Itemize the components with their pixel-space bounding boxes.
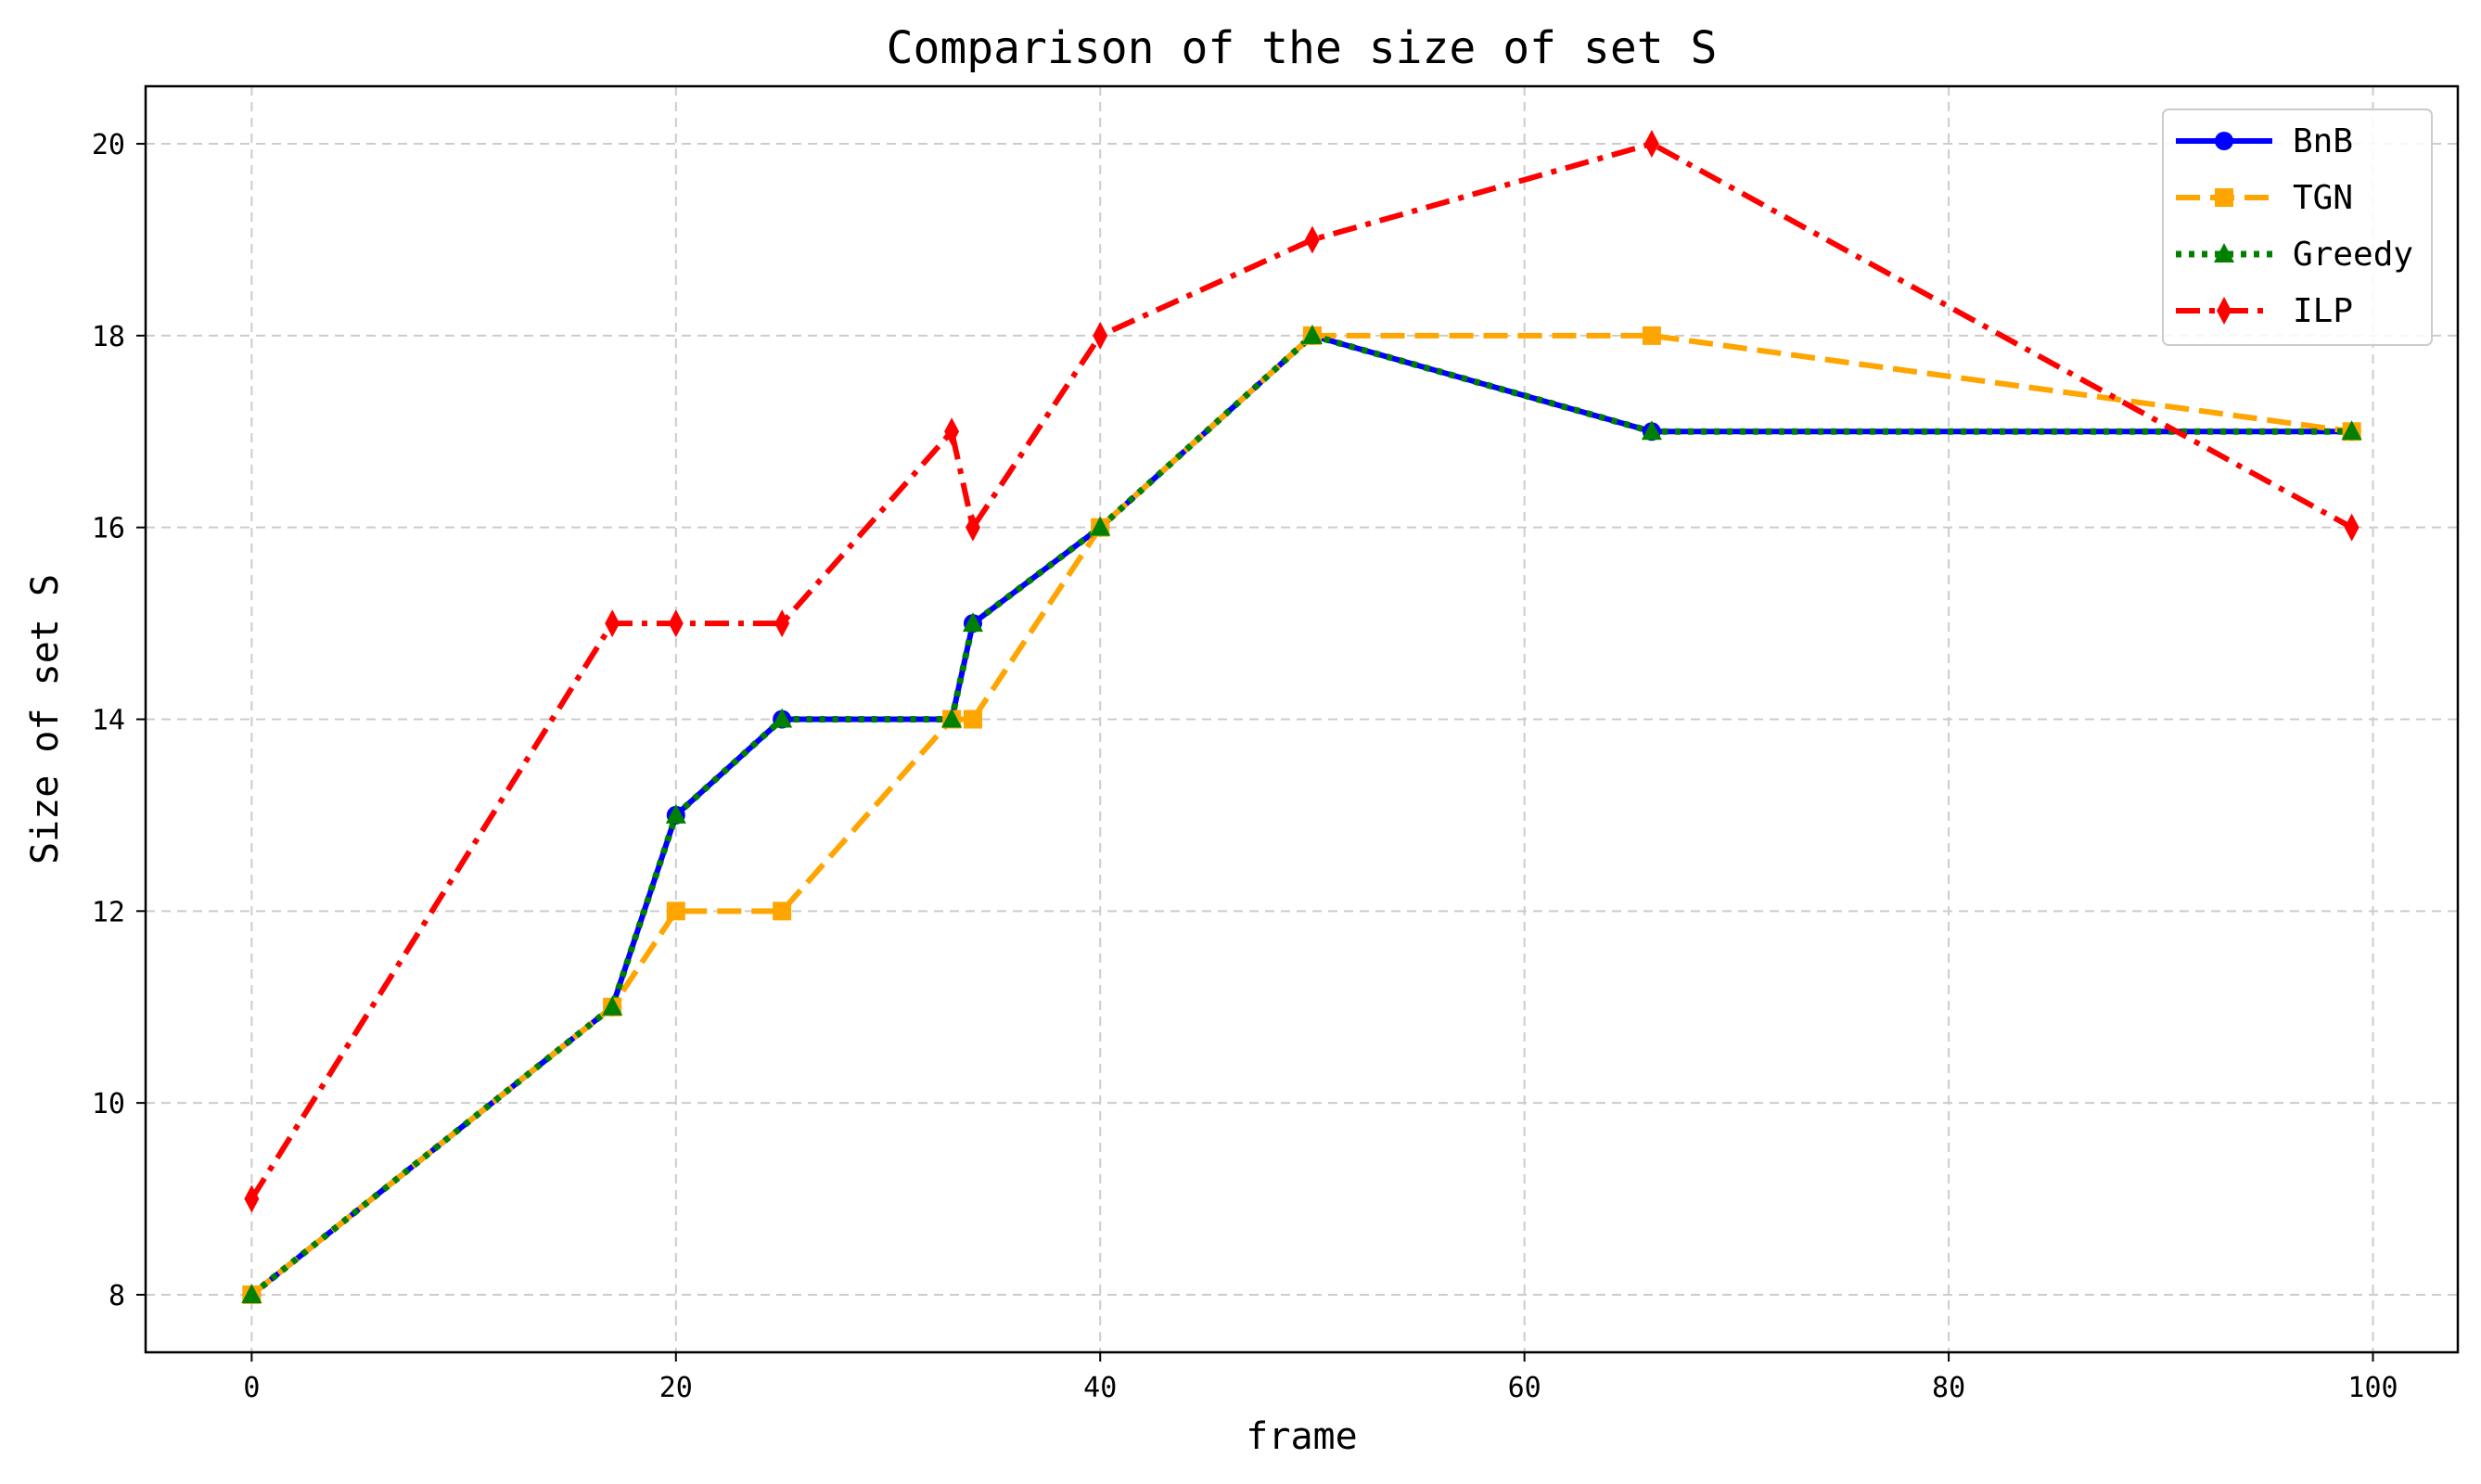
data-point-tgn <box>773 902 792 921</box>
data-point-tgn <box>666 902 685 921</box>
data-point-greedy <box>602 995 623 1016</box>
legend-marker-greedy <box>2214 243 2234 262</box>
legend-marker-bnb <box>2215 132 2233 150</box>
data-point-tgn <box>963 710 982 729</box>
legend-box <box>2162 109 2433 346</box>
x-tick-label: 20 <box>659 1372 693 1404</box>
legend-marker-ilp <box>2217 297 2232 325</box>
x-tick-label: 100 <box>2347 1372 2398 1404</box>
data-point-greedy <box>962 612 983 633</box>
data-point-ilp <box>605 609 620 638</box>
y-axis-label: Size of set S <box>24 574 67 864</box>
data-point-ilp <box>668 609 684 638</box>
x-tick-label: 60 <box>1508 1372 1541 1404</box>
chart-title: Comparison of the size of set S <box>887 22 1718 74</box>
data-point-ilp <box>1093 321 1108 350</box>
y-tick-label: 8 <box>109 1280 125 1312</box>
series-line-ilp <box>249 141 2354 1201</box>
data-point-greedy <box>241 1283 262 1303</box>
legend-label-bnb: BnB <box>2293 122 2353 160</box>
x-tick-label: 80 <box>1932 1372 1965 1404</box>
data-point-greedy <box>2341 420 2362 441</box>
data-point-greedy <box>665 803 686 824</box>
data-point-greedy <box>1641 420 1662 441</box>
y-tick-label: 18 <box>92 321 125 353</box>
data-point-ilp <box>965 513 980 542</box>
legend-label-greedy: Greedy <box>2293 236 2413 274</box>
data-point-ilp <box>944 417 960 446</box>
x-tick-label: 0 <box>243 1372 260 1404</box>
legend-marker-tgn <box>2215 188 2233 207</box>
data-point-ilp <box>2344 513 2360 542</box>
data-point-ilp <box>774 609 790 638</box>
series-line-bnb <box>249 332 2352 1298</box>
data-point-greedy <box>1090 516 1111 536</box>
data-point-greedy <box>772 708 793 728</box>
y-tick-label: 14 <box>92 705 125 737</box>
legend: BnB TGN Greedy ILP <box>2162 109 2433 346</box>
series-markers <box>241 130 2362 1304</box>
x-axis-label: frame <box>1246 1415 1357 1458</box>
y-tick-label: 12 <box>92 896 125 928</box>
series-line-tgn <box>249 332 2353 1298</box>
y-tick-label: 20 <box>92 129 125 161</box>
legend-label-tgn: TGN <box>2293 179 2353 217</box>
legend-label-ilp: ILP <box>2293 292 2353 330</box>
y-tick-label: 10 <box>92 1088 125 1120</box>
data-point-greedy <box>941 708 963 728</box>
data-point-ilp <box>1304 225 1320 254</box>
series-lines <box>249 141 2354 1298</box>
x-tick-label: 40 <box>1083 1372 1117 1404</box>
data-point-ilp <box>244 1184 260 1213</box>
axis-ticks: 0 20 40 60 80 100 8 10 12 14 16 18 20 <box>92 129 2398 1404</box>
grid <box>146 86 2458 1352</box>
data-point-ilp <box>1643 130 1659 159</box>
data-point-tgn <box>1642 326 1661 345</box>
series-line-greedy <box>249 332 2352 1298</box>
data-point-greedy <box>1301 324 1323 344</box>
y-tick-label: 16 <box>92 513 125 545</box>
